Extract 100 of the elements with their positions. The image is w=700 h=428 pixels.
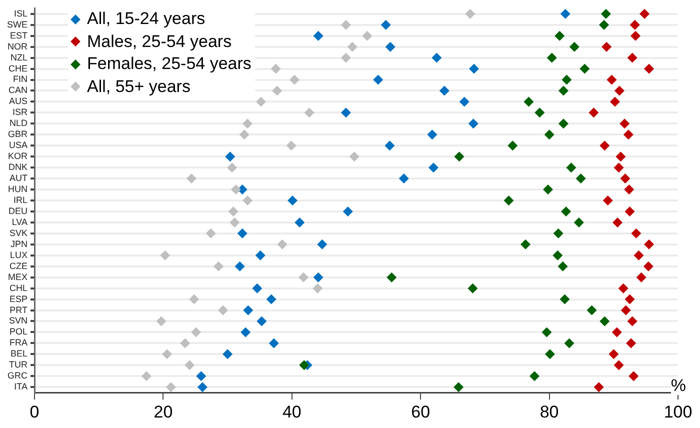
y-tick-label: GBR [8, 129, 28, 140]
y-tick-label: SVN [8, 316, 28, 326]
point [566, 162, 576, 173]
y-tick-label: CAN [8, 85, 28, 96]
y-tick-label: IRL [13, 194, 28, 205]
y-tick-label: SWE [6, 19, 28, 30]
point [576, 174, 586, 184]
y-tick-label: PRT [10, 304, 28, 315]
point [189, 294, 200, 304]
point [180, 338, 190, 348]
point [562, 74, 572, 85]
point [628, 371, 639, 382]
point [427, 130, 438, 140]
point [289, 74, 300, 85]
point [252, 283, 262, 294]
point [612, 327, 622, 338]
point [600, 316, 610, 326]
point [627, 52, 638, 63]
point [560, 8, 570, 19]
point [553, 228, 564, 238]
point [218, 305, 228, 316]
point [644, 64, 654, 74]
point [270, 64, 281, 74]
point [465, 8, 476, 19]
point [618, 283, 628, 294]
point [554, 30, 565, 41]
point [266, 294, 276, 304]
legend-label: All, 55+ years [87, 76, 190, 98]
point [454, 382, 464, 392]
point [624, 206, 635, 216]
point [544, 349, 555, 360]
point [468, 283, 478, 294]
point [299, 360, 310, 370]
y-tick-label: JPN [10, 238, 28, 249]
point [560, 294, 570, 304]
y-tick-label: CZE [10, 260, 28, 271]
point [239, 130, 250, 140]
point [256, 96, 266, 107]
point [240, 327, 251, 338]
point [340, 52, 351, 63]
point [277, 239, 288, 250]
point [620, 118, 630, 129]
point [186, 174, 197, 184]
point [558, 261, 568, 272]
point [606, 74, 617, 85]
point [347, 42, 358, 52]
point [317, 239, 328, 250]
legend-label: Males, 25-54 years [87, 30, 232, 52]
point [162, 349, 172, 360]
y-tick-label: NZL [10, 52, 28, 62]
point [640, 8, 650, 19]
point [340, 20, 351, 30]
y-tick-label: BEL [10, 348, 28, 359]
point [184, 360, 195, 370]
point [508, 140, 518, 151]
point [534, 108, 545, 118]
point [349, 152, 360, 162]
point [234, 261, 245, 272]
point [384, 140, 395, 151]
y-tick-label: LUX [10, 250, 28, 260]
point [543, 184, 554, 195]
point [304, 108, 314, 118]
point [574, 217, 584, 228]
y-tick-label: GRC [8, 370, 28, 381]
point [256, 316, 267, 326]
point [594, 382, 604, 392]
point [564, 338, 574, 348]
point [530, 371, 540, 382]
y-tick-label: ESP [9, 294, 28, 304]
point [644, 239, 654, 250]
point [294, 217, 305, 228]
y-tick-label: MEX [8, 272, 28, 282]
y-tick-label: DNK [8, 162, 28, 172]
point [624, 294, 635, 304]
y-tick-label: CHE [8, 63, 28, 74]
point [580, 64, 590, 74]
point [156, 316, 166, 326]
point [439, 86, 450, 96]
point [454, 152, 464, 162]
point [610, 96, 620, 107]
point [586, 305, 597, 316]
y-tick-label: HUN [8, 184, 28, 194]
point [552, 250, 563, 260]
legend-label: All, 15-24 years [87, 8, 206, 30]
point [616, 152, 626, 162]
point [243, 305, 254, 316]
point [631, 228, 642, 238]
point [636, 272, 646, 282]
y-tick-label: AUT [10, 173, 28, 184]
point [620, 305, 631, 316]
x-tick-label: 100 [664, 402, 692, 422]
y-tick-label: CHL [9, 282, 28, 293]
point [191, 327, 202, 338]
point [630, 20, 640, 30]
y-tick-label: TUR [9, 360, 28, 370]
point [340, 108, 351, 118]
y-tick-label: ISL [14, 8, 28, 18]
y-tick-label: EST [10, 30, 28, 40]
point [558, 86, 568, 96]
point [141, 371, 152, 382]
